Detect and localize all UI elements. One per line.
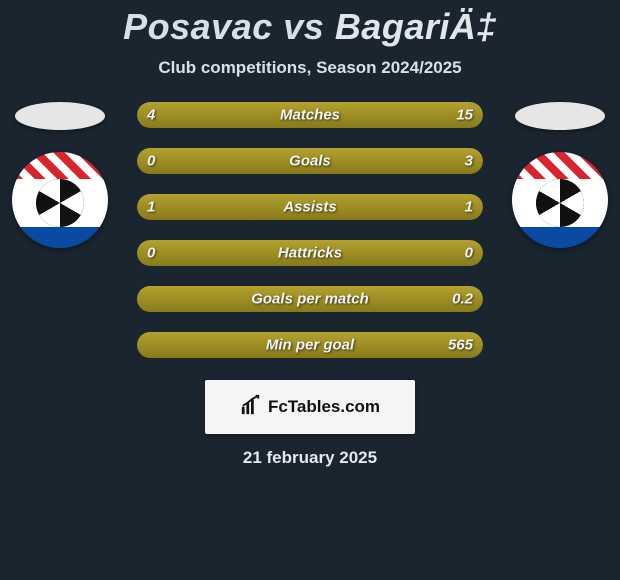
stat-bars: 4 15 Matches 0 3 Goals 1 1 Assists 0 0 Hattricks 0.2… — [137, 102, 483, 358]
stat-label: Goals — [289, 153, 331, 170]
stat-bar-assists: 1 1 Assists — [137, 194, 483, 220]
stat-label: Assists — [283, 199, 336, 216]
stat-bar-fill-left — [137, 332, 147, 358]
stat-bar-hattricks: 0 0 Hattricks — [137, 240, 483, 266]
stat-value-right: 3 — [465, 153, 473, 170]
club-crest — [12, 152, 108, 248]
stat-value-right: 1 — [465, 199, 473, 216]
club-placeholder-ellipse — [15, 102, 105, 130]
stat-bar-mpg: 565 Min per goal — [137, 332, 483, 358]
clubs-right — [500, 102, 620, 248]
branding-text: FcTables.com — [268, 397, 380, 417]
branding-badge: FcTables.com — [205, 380, 415, 434]
stat-label: Hattricks — [278, 245, 342, 262]
clubs-left — [0, 102, 120, 248]
subtitle: Club competitions, Season 2024/2025 — [0, 58, 620, 78]
club-placeholder-ellipse — [515, 102, 605, 130]
stat-bar-goals: 0 3 Goals — [137, 148, 483, 174]
stat-value-left: 0 — [147, 153, 155, 170]
stat-bar-fill-left — [137, 148, 147, 174]
stat-label: Goals per match — [251, 291, 369, 308]
stat-value-right: 565 — [448, 337, 473, 354]
stat-value-right: 15 — [456, 107, 473, 124]
date-text: 21 february 2025 — [0, 448, 620, 468]
fctables-logo-icon — [240, 394, 262, 421]
stat-label: Min per goal — [266, 337, 354, 354]
stat-value-left: 4 — [147, 107, 155, 124]
infographic-root: Posavac vs BagariÄ‡ Club competitions, S… — [0, 0, 620, 580]
stat-bar-matches: 4 15 Matches — [137, 102, 483, 128]
stat-bar-fill-right — [210, 102, 483, 128]
comparison-title: Posavac vs BagariÄ‡ — [0, 6, 620, 48]
stats-area: 4 15 Matches 0 3 Goals 1 1 Assists 0 0 Hattricks 0.2… — [0, 102, 620, 358]
vs-text: vs — [283, 6, 324, 47]
stat-value-left: 1 — [147, 199, 155, 216]
stat-bar-fill-left — [137, 286, 147, 312]
stat-value-right: 0 — [465, 245, 473, 262]
player1-name: Posavac — [123, 6, 273, 47]
player2-name: BagariÄ‡ — [335, 6, 497, 47]
stat-bar-gpm: 0.2 Goals per match — [137, 286, 483, 312]
club-crest — [512, 152, 608, 248]
stat-label: Matches — [280, 107, 340, 124]
stat-value-left: 0 — [147, 245, 155, 262]
stat-value-right: 0.2 — [452, 291, 473, 308]
